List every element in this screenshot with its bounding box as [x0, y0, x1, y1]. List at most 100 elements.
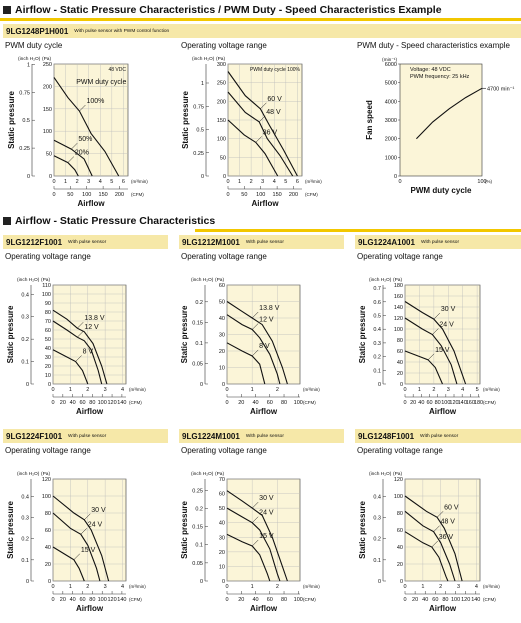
- unit-y-right: (Pa): [215, 471, 224, 477]
- unit-y: (min⁻¹): [382, 57, 397, 63]
- tick-label-pa: 110: [42, 283, 51, 289]
- tick-label-cfm: 150: [99, 192, 108, 198]
- tick-label-inch: 0.75: [193, 104, 204, 110]
- tick-label-pa: 80: [397, 338, 403, 344]
- tick-label-pa: 40: [397, 545, 403, 551]
- unit-x-top: (m³/min): [303, 387, 320, 392]
- tick-label-pa: 50: [220, 155, 226, 161]
- unit-y-right: (Pa): [215, 277, 224, 283]
- tick-label-pa: 160: [394, 294, 403, 300]
- series-label: 48 V: [266, 109, 281, 116]
- tick-label-cfm: 80: [281, 400, 287, 406]
- tick-label-m3: 0: [226, 179, 229, 185]
- tick-label-y: 2000: [385, 137, 397, 143]
- tick-label-pa: 150: [217, 118, 226, 124]
- series-line: [227, 91, 294, 177]
- section-title-1: Airflow - Static Pressure Characteristic…: [0, 2, 521, 21]
- series-line: [52, 546, 85, 582]
- tick-label-m3: 4: [121, 387, 124, 393]
- series-line: [416, 87, 483, 140]
- series-line: [226, 490, 288, 582]
- model-name: 9LG1248P1H001: [6, 26, 69, 36]
- series-label: 8 V: [83, 349, 94, 356]
- model-note: With pulse sensor: [68, 239, 107, 245]
- tick-label-m3: 5: [476, 387, 479, 393]
- model-bar-4: 9LG1224A1001 With pulse sensor: [355, 235, 521, 249]
- tick-label-x: 0: [398, 179, 401, 185]
- unit-x-bottom: (CFM): [129, 597, 142, 602]
- tick-label-cfm: 120: [461, 597, 470, 603]
- series-label: 15 V: [259, 533, 274, 540]
- series-label: 30 V: [441, 306, 456, 313]
- tick-label-cfm: 40: [70, 400, 76, 406]
- tick-label-cfm: 60: [79, 400, 85, 406]
- tick-label-pa: 20: [45, 364, 51, 370]
- model-bar-1: 9LG1248P1H001 With pulse sensor with PWM…: [3, 24, 521, 38]
- tick-label-y: 4000: [385, 99, 397, 105]
- tick-label-cfm: 0: [51, 597, 54, 603]
- tick-label-cfm: 100: [294, 400, 303, 406]
- tick-label-inch: 0.05: [192, 561, 203, 567]
- tick-label-inch: 0.1: [21, 360, 29, 366]
- tick-label-inch: 0.25: [19, 146, 30, 152]
- tick-label-inch: 0.1: [373, 368, 381, 374]
- tick-label-cfm: 0: [51, 400, 54, 406]
- unit-x-bottom: (CFM): [305, 192, 318, 197]
- unit-x-bottom: (CFM): [129, 400, 142, 405]
- tick-label-inch: 0.2: [373, 537, 381, 543]
- tick-label-pa: 300: [217, 62, 226, 68]
- tick-label-pa: 20: [219, 349, 225, 355]
- tick-label-inch: 0.3: [21, 315, 29, 321]
- tick-label-cfm: 40: [418, 400, 424, 406]
- unit-x-top: (m³/min): [305, 179, 322, 184]
- tick-label-y: 3000: [385, 118, 397, 124]
- plot-area: [52, 284, 127, 385]
- series-line: [226, 314, 281, 385]
- tick-label-pa: 40: [45, 545, 51, 551]
- tick-label-pa: 100: [42, 292, 51, 298]
- model-name: 9LG1212M1001: [182, 237, 240, 247]
- tick-label-m3: 4: [99, 179, 102, 185]
- subtitle-voltage-range-2: Operating voltage range: [5, 252, 91, 261]
- tick-label-cfm: 80: [89, 597, 95, 603]
- tick-label-cfm: 100: [98, 400, 107, 406]
- tick-label-cfm: 0: [52, 192, 55, 198]
- axis-label-y: Static pressure: [180, 501, 189, 559]
- tick-label-y: 6000: [385, 62, 397, 68]
- tick-label-inch: 0.05: [192, 361, 203, 367]
- tick-label-m3: 2: [250, 179, 253, 185]
- series-line: [404, 531, 449, 582]
- tick-label-m3: 0: [403, 584, 406, 590]
- model-bar-2: 9LG1212F1001 With pulse sensor: [3, 235, 168, 249]
- unit-y-right: (Pa): [393, 277, 402, 283]
- tick-label-m3: 1: [69, 584, 72, 590]
- tick-label-pa: 80: [45, 310, 51, 316]
- tick-label-pa: 50: [219, 300, 225, 306]
- unit-x-top: (m³/min): [483, 387, 500, 392]
- tick-label-inch: 0.3: [21, 515, 29, 521]
- tick-label-pa: 20: [397, 371, 403, 377]
- series-label-leader: [79, 104, 86, 112]
- tick-label-inch: 1: [27, 62, 30, 68]
- tick-label-m3: 1: [421, 584, 424, 590]
- tick-label-pa: 50: [219, 506, 225, 512]
- axis-label-y: Static pressure: [358, 501, 367, 559]
- tick-label-pa: 30: [219, 333, 225, 339]
- unit-y-right: (Pa): [216, 56, 225, 62]
- series-label: 8 V: [259, 343, 270, 350]
- axis-label-x: Airflow: [250, 604, 278, 613]
- tick-label-cfm: 60: [432, 597, 438, 603]
- chart-9lg1212f1001: 010203040506070809010011000.10.20.30.4(i…: [6, 277, 146, 416]
- model-bar-6: 9LG1224M1001 With pulse sensor: [179, 429, 344, 443]
- tick-label-pa: 60: [45, 328, 51, 334]
- tick-label-pa: 120: [394, 316, 403, 322]
- axis-label-y: Static pressure: [6, 501, 15, 559]
- tick-label-m3: 0: [225, 584, 228, 590]
- series-label: 36 V: [263, 129, 278, 136]
- series-label-leader: [251, 311, 259, 319]
- tick-label-cfm: 140: [117, 597, 126, 603]
- tick-label-pa: 40: [219, 316, 225, 322]
- tick-label-pa: 0: [400, 579, 403, 585]
- plot-area: [53, 63, 129, 177]
